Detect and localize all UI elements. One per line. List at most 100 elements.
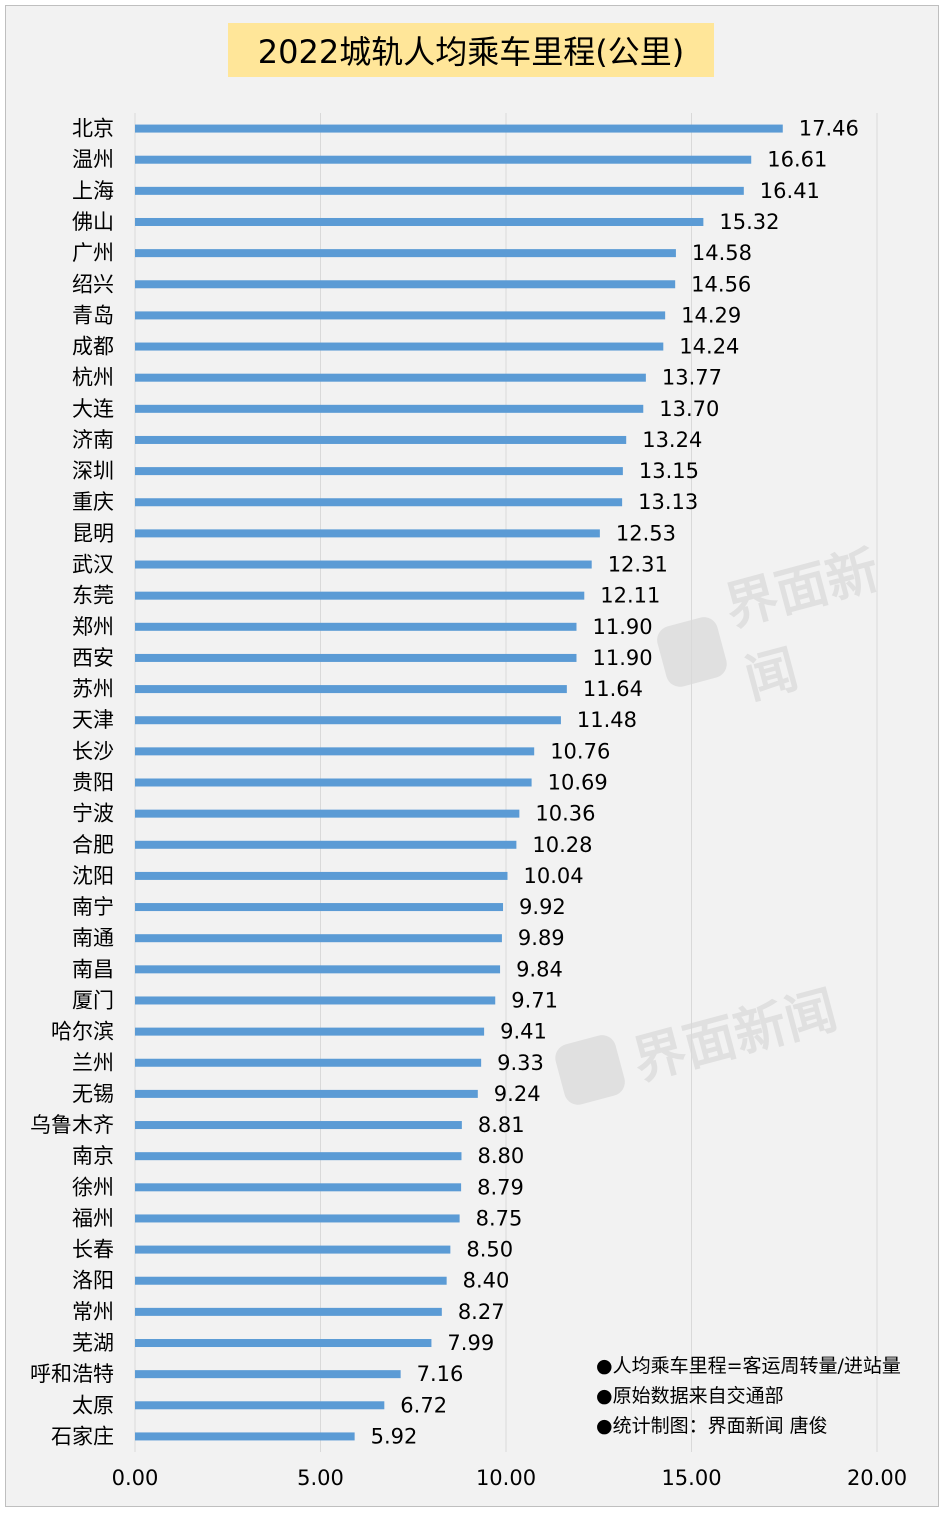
- value-label: 6.72: [400, 1393, 447, 1417]
- value-label: 13.15: [639, 459, 699, 483]
- category-label: 深圳: [72, 459, 114, 483]
- category-label: 沈阳: [72, 864, 114, 888]
- bar: [135, 903, 504, 912]
- category-label: 成都: [72, 335, 114, 359]
- category-label: 合肥: [72, 833, 114, 857]
- category-label: 宁波: [72, 802, 114, 826]
- chart-title: 2022城轨人均乘车里程(公里): [228, 23, 714, 77]
- bar: [135, 1214, 460, 1223]
- x-tick-label: 15.00: [661, 1466, 721, 1490]
- value-label: 12.31: [608, 553, 668, 577]
- bar: [135, 1276, 447, 1285]
- value-label: 11.48: [577, 708, 637, 732]
- bar: [135, 124, 783, 133]
- bar: [135, 1089, 478, 1098]
- value-label: 13.70: [659, 397, 719, 421]
- category-label: 南宁: [72, 895, 114, 919]
- x-axis-tick-labels: 0.00 5.00 10.00 15.00 20.00: [112, 1466, 907, 1490]
- bar: [135, 155, 752, 164]
- bar: [135, 560, 592, 569]
- category-labels: 北京温州上海佛山广州绍兴青岛成都杭州大连济南深圳重庆昆明武汉东莞郑州西安苏州天津…: [30, 117, 114, 1449]
- category-label: 杭州: [72, 366, 114, 390]
- note-formula: ●人均乘车里程=客运周转量/进站量: [596, 1355, 901, 1377]
- category-label: 广州: [72, 241, 114, 265]
- note-source: ●原始数据来自交通部: [596, 1385, 784, 1407]
- category-label: 北京: [72, 117, 114, 141]
- x-tick-label: 20.00: [847, 1466, 907, 1490]
- category-label: 南京: [72, 1144, 114, 1168]
- bar: [135, 1121, 462, 1130]
- value-label: 9.92: [519, 895, 566, 919]
- bar: [135, 404, 644, 413]
- category-label: 无锡: [72, 1082, 114, 1106]
- bar: [135, 871, 508, 880]
- value-label: 8.40: [463, 1269, 510, 1293]
- value-label: 8.75: [476, 1206, 523, 1230]
- value-label: 12.11: [600, 584, 660, 608]
- bar: [135, 498, 623, 507]
- category-label: 苏州: [72, 677, 114, 701]
- value-label: 16.61: [767, 148, 827, 172]
- category-label: 常州: [72, 1300, 114, 1324]
- bar: [135, 809, 520, 818]
- bar: [135, 685, 567, 694]
- category-label: 石家庄: [51, 1424, 114, 1448]
- value-label: 8.81: [478, 1113, 525, 1137]
- bar: [135, 747, 535, 756]
- category-label: 大连: [72, 397, 114, 421]
- bar: [135, 934, 502, 943]
- note-credit: ●统计制图：界面新闻 唐俊: [596, 1415, 828, 1437]
- value-label: 12.53: [616, 521, 676, 545]
- value-label: 7.16: [417, 1362, 464, 1386]
- category-label: 兰州: [72, 1051, 114, 1075]
- bar: [135, 996, 496, 1005]
- bar: [135, 435, 627, 444]
- value-label: 13.13: [638, 490, 698, 514]
- value-label: 5.92: [371, 1424, 418, 1448]
- bar: [135, 1370, 401, 1379]
- bar: [135, 778, 532, 787]
- value-label: 9.89: [518, 926, 565, 950]
- category-label: 太原: [72, 1393, 114, 1417]
- value-label: 17.46: [799, 117, 859, 141]
- category-label: 重庆: [72, 490, 114, 514]
- bar: [135, 342, 664, 351]
- category-label: 青岛: [72, 303, 114, 327]
- chart-title-text: 2022城轨人均乘车里程(公里): [257, 33, 685, 71]
- category-label: 南通: [72, 926, 114, 950]
- value-label: 11.90: [592, 646, 652, 670]
- value-label: 7.99: [447, 1331, 494, 1355]
- category-label: 天津: [72, 708, 114, 732]
- bar: [135, 1307, 442, 1316]
- bar: [135, 622, 577, 631]
- bar: [135, 1183, 462, 1192]
- bar: [135, 186, 744, 195]
- value-label: 15.32: [719, 210, 779, 234]
- bar: [135, 1245, 451, 1254]
- bar: [135, 965, 501, 974]
- value-label: 10.04: [523, 864, 583, 888]
- x-tick-label: 0.00: [112, 1466, 159, 1490]
- x-tick-label: 10.00: [476, 1466, 536, 1490]
- value-label: 8.79: [477, 1175, 524, 1199]
- value-label: 16.41: [760, 179, 820, 203]
- value-label: 14.58: [692, 241, 752, 265]
- value-label: 10.28: [532, 833, 592, 857]
- category-label: 贵阳: [72, 771, 114, 795]
- value-label: 10.76: [550, 739, 610, 763]
- bar: [135, 373, 646, 382]
- category-label: 绍兴: [72, 272, 114, 296]
- value-label: 14.56: [691, 272, 751, 296]
- category-label: 徐州: [72, 1175, 114, 1199]
- category-label: 南昌: [72, 957, 114, 981]
- bar: [135, 653, 577, 662]
- category-label: 福州: [72, 1206, 114, 1230]
- value-label: 13.77: [662, 366, 722, 390]
- category-label: 长沙: [72, 739, 114, 763]
- category-label: 哈尔滨: [51, 1020, 114, 1044]
- bar: [135, 217, 704, 226]
- chart-notes: ●人均乘车里程=客运周转量/进站量 ●原始数据来自交通部 ●统计制图：界面新闻 …: [596, 1351, 901, 1441]
- category-label: 武汉: [72, 553, 114, 577]
- value-label: 8.50: [466, 1238, 513, 1262]
